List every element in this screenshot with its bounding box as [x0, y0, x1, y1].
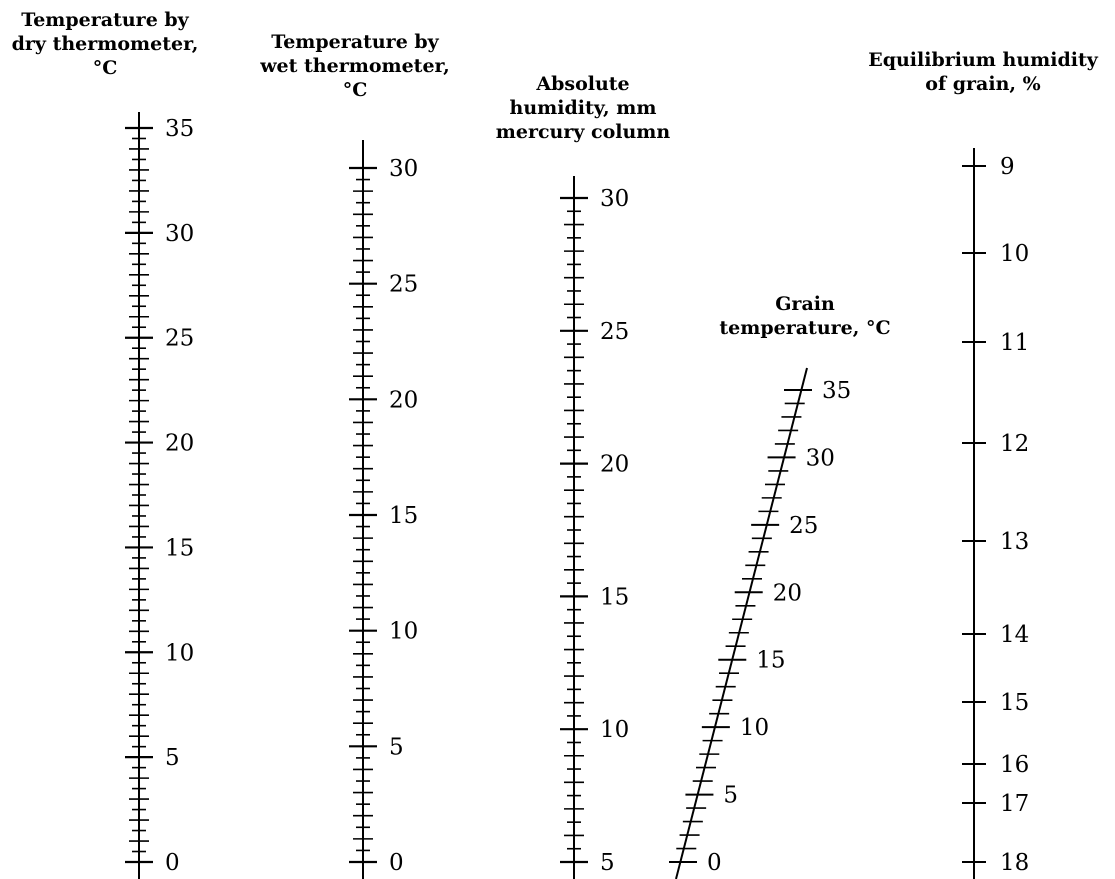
title-line: wet thermometer, [260, 55, 450, 78]
abs-tick-label: 30 [600, 186, 629, 212]
title-line: Temperature by [21, 9, 189, 31]
grain-tick-label: 10 [740, 715, 769, 741]
grain-tick-label: 20 [773, 580, 802, 606]
dry-tick-label: 15 [165, 535, 194, 561]
eq-tick-label: 16 [1000, 752, 1029, 778]
title-line: of grain, % [925, 73, 1041, 96]
title-line: °C [342, 79, 368, 102]
grain-tick-label: 5 [723, 783, 738, 809]
grain-tick-label: 0 [707, 850, 722, 876]
title-line: Temperature by [271, 31, 439, 53]
dry-tick-label: 10 [165, 640, 194, 666]
eq-tick-label: 12 [1000, 431, 1029, 457]
equilibrium-humidity-title: Equilibrium humidity of grain, % [852, 48, 1114, 96]
dry-tick-label: 25 [165, 326, 194, 352]
title-line: Absolute [536, 73, 630, 95]
abs-tick-label: 20 [600, 452, 629, 478]
title-line: mercury column [495, 121, 671, 144]
title-line: Equilibrium humidity [868, 49, 1098, 71]
eq-tick-label: 11 [1000, 330, 1029, 356]
wet-tick-label: 5 [389, 734, 404, 760]
wet-tick-label: 20 [389, 387, 418, 413]
dry-tick-label: 0 [165, 850, 180, 876]
dry-tick-label: 30 [165, 221, 194, 247]
title-line: °C [92, 57, 118, 80]
eq-tick-label: 15 [1000, 690, 1029, 716]
grain-temperature-title: Grain temperature, °C [705, 292, 905, 340]
grain-tick-label: 35 [822, 378, 851, 404]
eq-tick-label: 10 [1000, 241, 1029, 267]
eq-tick-label: 18 [1000, 850, 1029, 876]
wet-tick-label: 10 [389, 619, 418, 645]
title-line: temperature, °C [719, 317, 891, 340]
wet-tick-label: 30 [389, 156, 418, 182]
dry-tick-label: 35 [165, 116, 194, 142]
abs-tick-label: 10 [600, 717, 629, 743]
title-line: dry thermometer, [11, 33, 199, 56]
abs-tick-label: 5 [600, 850, 615, 876]
dry-tick-label: 20 [165, 431, 194, 457]
absolute-humidity-title: Absolute humidity, mm mercury column [478, 72, 688, 144]
eq-tick-label: 9 [1000, 154, 1015, 180]
abs-tick-label: 25 [600, 319, 629, 345]
title-line: humidity, mm [509, 97, 657, 120]
grain-tick-label: 30 [806, 445, 835, 471]
eq-tick-label: 14 [1000, 622, 1029, 648]
abs-tick-label: 15 [600, 584, 629, 610]
dry-thermometer-title: Temperature by dry thermometer, °C [0, 8, 210, 80]
wet-tick-label: 15 [389, 503, 418, 529]
grain-tick-label: 25 [789, 513, 818, 539]
grain-tick-label: 15 [756, 648, 785, 674]
eq-tick-label: 13 [1000, 529, 1029, 555]
title-line: Grain [775, 293, 835, 315]
wet-tick-label: 0 [389, 850, 404, 876]
eq-tick-label: 17 [1000, 791, 1029, 817]
dry-tick-label: 5 [165, 745, 180, 771]
wet-thermometer-title: Temperature by wet thermometer, °C [250, 30, 460, 102]
wet-tick-label: 25 [389, 272, 418, 298]
